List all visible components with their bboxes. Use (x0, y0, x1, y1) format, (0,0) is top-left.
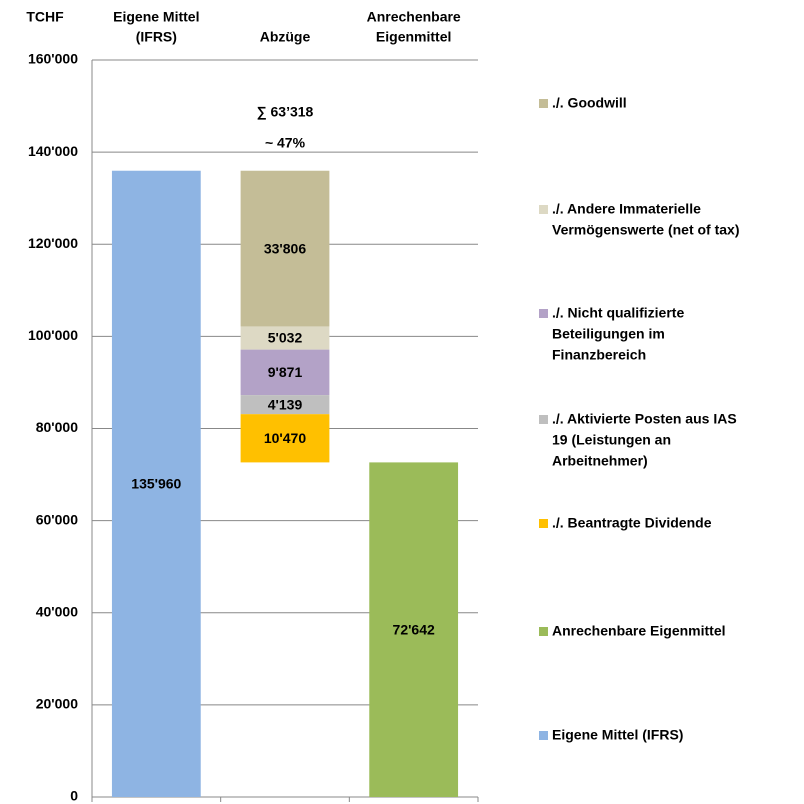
value-label: 135'960 (131, 476, 181, 492)
y-tick-label: 0 (70, 788, 78, 804)
value-label: 5'032 (268, 330, 303, 346)
category-label: Eigenmittel (376, 29, 451, 45)
value-label: 10'470 (264, 430, 306, 446)
category-label: (IFRS) (136, 29, 177, 45)
legend-label: Beteiligungen im (552, 326, 665, 342)
annotation: ~ 47% (265, 135, 306, 151)
legend-label: Finanzbereich (552, 347, 646, 363)
bar (240, 349, 330, 396)
unit-label: TCHF (26, 9, 64, 25)
y-tick-label: 160'000 (28, 51, 78, 67)
legend-swatch (539, 731, 548, 740)
bar (111, 170, 201, 797)
legend-label: Arbeitnehmer) (552, 453, 648, 469)
y-tick-label: 140'000 (28, 143, 78, 159)
y-tick-label: 100'000 (28, 327, 78, 343)
value-label: 72'642 (393, 621, 435, 637)
legend-label: ./. Nicht qualifizierte (552, 305, 684, 321)
y-tick-label: 40'000 (36, 603, 78, 619)
legend-swatch (539, 309, 548, 318)
y-tick-label: 120'000 (28, 235, 78, 251)
category-label: Abzüge (260, 29, 311, 45)
legend-label: Eigene Mittel (IFRS) (552, 727, 683, 743)
legend-label: ./. Goodwill (552, 95, 627, 111)
legend-label: Anrechenbare Eigenmittel (552, 623, 726, 639)
value-label: 33'806 (264, 240, 306, 256)
legend-swatch (539, 627, 548, 636)
y-tick-label: 20'000 (36, 696, 78, 712)
bar (240, 395, 330, 415)
value-label: 4'139 (268, 396, 303, 412)
y-tick-label: 80'000 (36, 419, 78, 435)
bar (240, 414, 330, 463)
legend-label: Vermögenswerte (net of tax) (552, 222, 740, 238)
bar (369, 462, 459, 797)
legend-swatch (539, 205, 548, 214)
value-label: 9'871 (268, 364, 303, 380)
legend-swatch (539, 519, 548, 528)
category-label: Anrechenbare (367, 9, 461, 25)
category-label: Eigene Mittel (113, 9, 199, 25)
legend-swatch (539, 99, 548, 108)
annotation: ∑ 63’318 (257, 104, 314, 121)
bar (240, 326, 330, 350)
bar (240, 170, 330, 327)
legend-label: 19 (Leistungen an (552, 432, 671, 448)
legend-label: ./. Aktivierte Posten aus IAS (552, 411, 737, 427)
legend-label: ./. Andere Immaterielle (552, 201, 701, 217)
y-tick-label: 60'000 (36, 511, 78, 527)
legend-label: ./. Beantragte Dividende (552, 515, 712, 531)
legend-swatch (539, 415, 548, 424)
